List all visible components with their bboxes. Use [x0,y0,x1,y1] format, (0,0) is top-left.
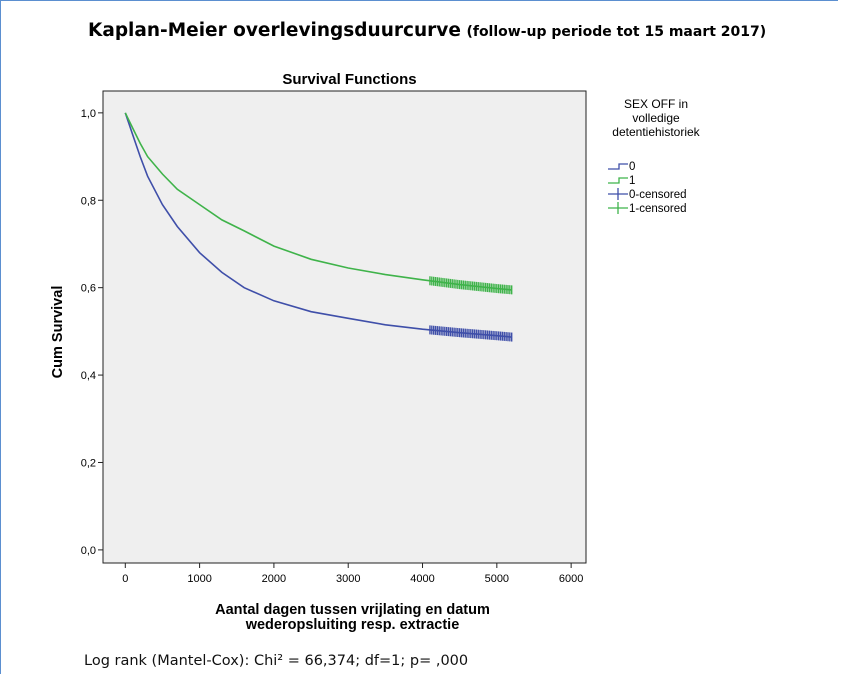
x-tick-label: 0 [122,573,128,585]
x-axis-label: Aantal dagen tussen vrijlating en datum [215,602,490,618]
legend-title: SEX OFF in [624,97,688,111]
x-axis-label: wederopsluiting resp. extractie [245,617,460,633]
y-tick-label: 0,8 [81,195,96,207]
x-tick-label: 2000 [262,573,286,585]
legend-swatch-0 [608,163,628,170]
heading-sub: (follow-up periode tot 15 maart 2017) [466,24,767,40]
chart-title: Survival Functions [282,71,416,88]
y-tick-label: 1,0 [81,108,96,120]
x-tick-label: 1000 [187,573,211,585]
x-tick-label: 5000 [485,573,509,585]
plot-area [102,90,587,564]
log-rank-footer: Log rank (Mantel-Cox): Chi² = 66,374; df… [84,653,469,669]
legend-label-1-censored: 1-censored [629,203,687,215]
heading-main: Kaplan-Meier overlevingsduurcurve [88,20,461,41]
figure-heading: Kaplan-Meier overlevingsduurcurve (follo… [88,20,766,41]
y-tick-label: 0,2 [81,457,96,469]
legend-title: volledige [632,111,680,125]
x-tick-label: 6000 [559,573,583,585]
legend-label-1: 1 [629,175,635,187]
legend-label-0: 0 [629,161,635,173]
censored-marks-0-censored [429,325,513,342]
y-tick-label: 0,0 [81,545,96,557]
legend-title: detentiehistoriek [612,125,700,139]
y-tick-label: 0,4 [81,370,96,382]
x-tick-label: 3000 [336,573,360,585]
x-tick-label: 4000 [410,573,434,585]
legend-swatch-1 [608,177,628,184]
legend-label-0-censored: 0-censored [629,189,687,201]
censored-marks-1-censored [429,276,513,295]
y-axis-label: Cum Survival [50,286,66,379]
y-tick-label: 0,6 [81,283,96,295]
